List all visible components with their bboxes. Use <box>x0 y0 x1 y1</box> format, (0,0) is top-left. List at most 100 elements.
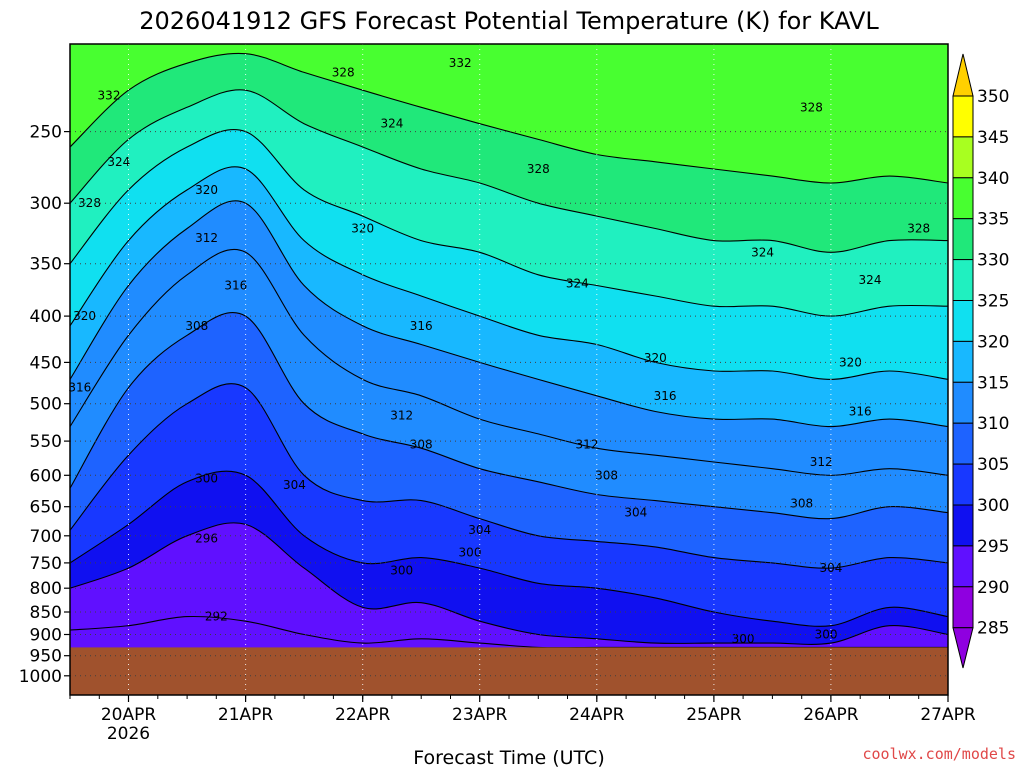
y-tick-label: 550 <box>30 432 62 452</box>
colorbar-band <box>952 136 974 179</box>
contour-label: 300 <box>732 632 755 646</box>
contour-label: 296 <box>195 532 218 546</box>
contour-300 <box>70 470 948 627</box>
contour-label: 332 <box>98 88 121 102</box>
x-tick-label: 25APR <box>686 705 742 725</box>
contour-label: 312 <box>390 408 413 422</box>
contour-label: 304 <box>819 561 842 575</box>
y-tick-label: 600 <box>30 466 62 486</box>
colorbar-label: 340 <box>977 169 1009 189</box>
contour-label: 324 <box>107 155 130 169</box>
ground-fill <box>70 647 948 695</box>
colorbar-band <box>952 586 974 629</box>
colorbar-band <box>952 422 974 465</box>
colorbar: 285 290 295 300 305 310 315 320 325 330 335 340 345 3… <box>952 53 1009 669</box>
contour-320 <box>70 166 948 380</box>
colorbar-band <box>952 340 974 383</box>
x-tick-label: 27APR <box>920 705 976 725</box>
colorbar-label: 335 <box>977 210 1009 230</box>
contour-label: 308 <box>410 438 433 452</box>
colorbar-label: 330 <box>977 251 1009 271</box>
contour-308 <box>70 311 948 520</box>
y-tick-label: 250 <box>30 123 62 143</box>
contour-label: 316 <box>410 319 433 333</box>
colorbar-band <box>952 177 974 220</box>
colorbar-label: 345 <box>977 128 1009 148</box>
y-tick-label: 950 <box>30 647 62 667</box>
chart-title: 2026041912 GFS Forecast Potential Temper… <box>139 7 879 35</box>
colorbar-band <box>952 95 974 138</box>
plot-fills <box>70 44 948 695</box>
contour-316 <box>70 200 948 428</box>
colorbar-label: 290 <box>977 578 1009 598</box>
contour-label: 316 <box>68 381 91 395</box>
y-tick-label: 400 <box>30 307 62 327</box>
contour-label: 320 <box>351 222 374 236</box>
colorbar-band <box>952 463 974 506</box>
contour-label: 328 <box>800 100 823 114</box>
contour-labels: 332 332 328 328 328 328 328 324 324 324 324 324 320 3… <box>68 56 930 646</box>
contour-label: 312 <box>810 455 833 469</box>
y-tick-label: 650 <box>30 498 62 518</box>
x-tick-label: 26APR <box>803 705 859 725</box>
contour-296 <box>70 522 948 645</box>
contour-label: 292 <box>205 610 228 624</box>
contour-label: 320 <box>195 183 218 197</box>
colorbar-label: 325 <box>977 292 1009 312</box>
contour-label: 328 <box>78 196 101 210</box>
contour-label: 312 <box>195 231 218 245</box>
contour-label: 304 <box>624 506 647 520</box>
contour-label: 328 <box>907 222 930 236</box>
credit-link[interactable]: coolwx.com/models <box>862 745 1016 763</box>
contour-label: 324 <box>566 276 589 290</box>
contour-label: 328 <box>332 65 355 79</box>
contour-label: 304 <box>283 478 306 492</box>
colorbar-extend-top <box>952 53 974 97</box>
colorbar-extend-bottom <box>952 627 974 669</box>
contour-label: 300 <box>815 628 838 642</box>
contour-304 <box>70 383 948 569</box>
colorbar-band <box>952 259 974 302</box>
colorbar-band <box>952 504 974 547</box>
contour-label: 320 <box>644 351 667 365</box>
y-tick-label: 350 <box>30 255 62 275</box>
y-tick-label: 750 <box>30 554 62 574</box>
colorbar-band <box>952 381 974 424</box>
y-axis: 250 300 350 400 450 500 550 600 650 700 750 800 850 9… <box>19 123 70 687</box>
contour-label: 300 <box>195 472 218 486</box>
y-tick-label: 900 <box>30 626 62 646</box>
contour-label: 324 <box>751 245 774 259</box>
contour-label: 300 <box>459 545 482 559</box>
contour-328 <box>70 89 948 253</box>
contour-label: 308 <box>790 497 813 511</box>
x-tick-label: 21APR <box>218 705 274 725</box>
y-tick-label: 450 <box>30 353 62 373</box>
contour-label: 308 <box>185 319 208 333</box>
contour-label: 304 <box>468 523 491 537</box>
colorbar-label: 310 <box>977 414 1009 434</box>
colorbar-label: 320 <box>977 332 1009 352</box>
colorbar-band <box>952 545 974 588</box>
contour-label: 316 <box>224 279 247 293</box>
y-tick-label: 850 <box>30 603 62 623</box>
y-tick-label: 1000 <box>19 667 62 687</box>
ground-rect <box>70 647 948 695</box>
colorbar-band <box>952 218 974 261</box>
y-tick-label: 300 <box>30 194 62 214</box>
y-tick-label: 800 <box>30 579 62 599</box>
contour-label: 328 <box>527 162 550 176</box>
x-tick-label: 22APR <box>335 705 391 725</box>
contour-label: 324 <box>380 117 403 131</box>
colorbar-label: 315 <box>977 373 1009 393</box>
colorbar-label: 300 <box>977 496 1009 516</box>
contour-label: 324 <box>859 273 882 287</box>
x-axis-label: Forecast Time (UTC) <box>413 747 604 768</box>
contour-label: 320 <box>73 309 96 323</box>
contour-label: 332 <box>449 56 472 70</box>
y-tick-label: 700 <box>30 527 62 547</box>
colorbar-label: 285 <box>977 619 1009 639</box>
x-tick-label: 24APR <box>569 705 625 725</box>
